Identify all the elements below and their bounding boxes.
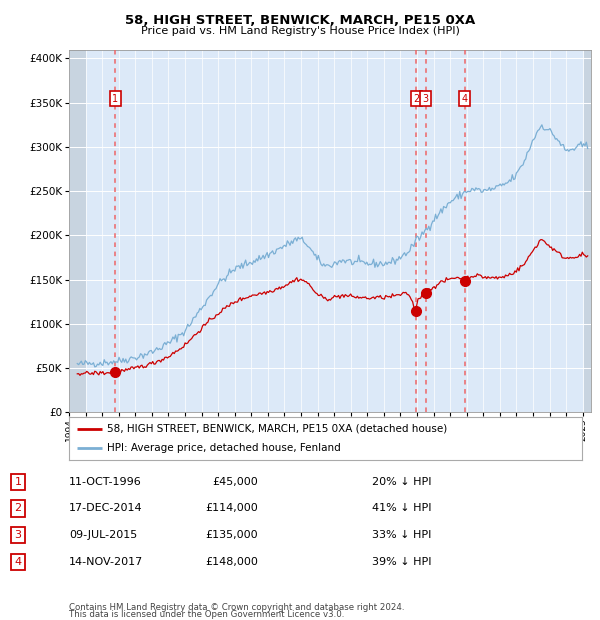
Text: £114,000: £114,000 <box>205 503 258 513</box>
Text: 2: 2 <box>413 94 419 104</box>
Text: 09-JUL-2015: 09-JUL-2015 <box>69 530 137 540</box>
Text: 11-OCT-1996: 11-OCT-1996 <box>69 477 142 487</box>
Text: HPI: Average price, detached house, Fenland: HPI: Average price, detached house, Fenl… <box>107 443 341 453</box>
Text: 20% ↓ HPI: 20% ↓ HPI <box>372 477 431 487</box>
Text: Contains HM Land Registry data © Crown copyright and database right 2024.: Contains HM Land Registry data © Crown c… <box>69 603 404 612</box>
Text: £135,000: £135,000 <box>205 530 258 540</box>
Text: 3: 3 <box>14 530 22 540</box>
Text: 58, HIGH STREET, BENWICK, MARCH, PE15 0XA: 58, HIGH STREET, BENWICK, MARCH, PE15 0X… <box>125 14 475 27</box>
Text: This data is licensed under the Open Government Licence v3.0.: This data is licensed under the Open Gov… <box>69 610 344 619</box>
Text: 41% ↓ HPI: 41% ↓ HPI <box>372 503 431 513</box>
Text: 14-NOV-2017: 14-NOV-2017 <box>69 557 143 567</box>
Text: 2: 2 <box>14 503 22 513</box>
Text: 58, HIGH STREET, BENWICK, MARCH, PE15 0XA (detached house): 58, HIGH STREET, BENWICK, MARCH, PE15 0X… <box>107 424 448 434</box>
Text: 17-DEC-2014: 17-DEC-2014 <box>69 503 143 513</box>
Text: 4: 4 <box>461 94 467 104</box>
Text: 3: 3 <box>422 94 428 104</box>
Bar <box>69 50 86 412</box>
Bar <box>584 50 591 412</box>
Text: Price paid vs. HM Land Registry's House Price Index (HPI): Price paid vs. HM Land Registry's House … <box>140 26 460 36</box>
Text: 1: 1 <box>14 477 22 487</box>
Text: 33% ↓ HPI: 33% ↓ HPI <box>372 530 431 540</box>
Text: 39% ↓ HPI: 39% ↓ HPI <box>372 557 431 567</box>
Text: £45,000: £45,000 <box>212 477 258 487</box>
Text: £148,000: £148,000 <box>205 557 258 567</box>
Text: 4: 4 <box>14 557 22 567</box>
Text: 1: 1 <box>112 94 118 104</box>
